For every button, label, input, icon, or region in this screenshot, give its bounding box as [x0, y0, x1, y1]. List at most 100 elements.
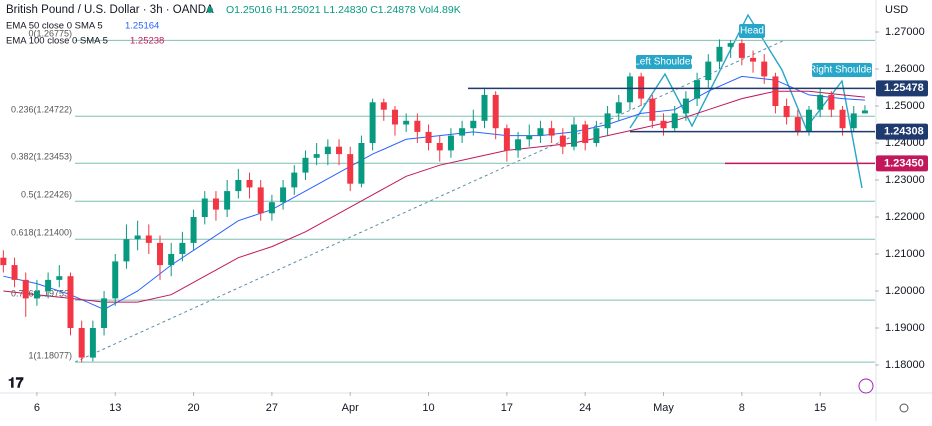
candle-body — [0, 257, 7, 266]
candle-body — [414, 120, 421, 132]
ema-line — [3, 90, 865, 303]
candle-body — [235, 179, 242, 192]
logo: 𝟏𝟕 — [8, 375, 24, 391]
candle-body — [761, 61, 768, 77]
chart-title: British Pound / U.S. Dollar · 3h · OANDA — [6, 4, 214, 16]
plot: 1.27000 1.26000 1.25000 1.24000 1.23000 1.220… — [0, 26, 928, 414]
level-label: 1.24308 — [884, 126, 924, 138]
x-tick-label: 13 — [109, 402, 121, 414]
level-box — [876, 155, 928, 172]
settings-icon[interactable] — [899, 403, 909, 413]
candle-body — [839, 109, 846, 129]
candle-body — [638, 76, 645, 99]
candle-body — [716, 46, 723, 62]
candle-body — [78, 327, 85, 358]
candle-body — [157, 242, 164, 266]
candle-body — [582, 124, 589, 143]
candle-body — [380, 102, 387, 110]
candle-body — [291, 172, 298, 188]
status-dot — [207, 7, 213, 13]
x-tick-label: 8 — [739, 402, 745, 414]
candle-body — [179, 242, 186, 254]
candle-body — [33, 290, 40, 299]
candle-body — [425, 131, 432, 143]
annotation: Head Left Shoulder Right Shoulder — [634, 24, 876, 77]
x-tick-label: 6 — [34, 402, 40, 414]
candle-body — [772, 76, 779, 107]
level-label: 1.25478 — [884, 82, 924, 94]
y-tick-label: 1.25000 — [885, 100, 925, 112]
x-tick-label: May — [653, 402, 674, 414]
candle-body — [850, 113, 857, 129]
x-tick-label: 17 — [501, 402, 513, 414]
candle-body — [593, 128, 600, 143]
candle-body — [436, 142, 443, 151]
candle-body — [559, 135, 566, 147]
x-tick-label: 24 — [579, 402, 591, 414]
candle-body — [168, 253, 175, 266]
y-tick-label: 1.22000 — [885, 211, 925, 223]
candle-body — [391, 109, 398, 125]
annotation-box — [636, 55, 692, 69]
y-tick-label: 1.18000 — [885, 359, 925, 371]
candle-body — [459, 128, 466, 136]
candle-body — [89, 327, 96, 358]
candle-body — [783, 106, 790, 118]
annotation-box — [739, 24, 765, 38]
indicator-name: EMA 50 close 0 SMA 5 — [6, 21, 103, 32]
candle-body — [861, 110, 868, 114]
candle-body — [302, 157, 309, 173]
candle-body — [794, 117, 801, 132]
fib-label: 0.618(1.21400) — [11, 228, 72, 238]
candle-body — [805, 109, 812, 132]
candle-body — [246, 179, 253, 188]
annotation-label: Head — [740, 26, 764, 37]
candle-body — [56, 276, 63, 280]
candle-body — [503, 128, 510, 151]
candle-body — [694, 80, 701, 99]
annotation-label: Left Shoulder — [634, 57, 694, 68]
indicator-value: 1.25238 — [130, 36, 164, 47]
candle-body — [369, 102, 376, 143]
candle-body — [515, 139, 522, 151]
candle-body — [224, 191, 231, 210]
candle-body — [738, 43, 745, 58]
currency-label[interactable]: USD — [885, 4, 908, 16]
x-tick-label: 10 — [422, 402, 434, 414]
y-tick-label: 1.19000 — [885, 322, 925, 334]
fib-label: 0.382(1.23453) — [11, 152, 72, 162]
annotation-label: Right Shoulder — [809, 65, 876, 76]
candle-body — [313, 154, 320, 158]
candle-body — [347, 154, 354, 184]
candle-body — [750, 57, 757, 62]
fib-label: 0.236(1.24722) — [11, 105, 72, 115]
fib-label: 0.5(1.22426) — [21, 190, 72, 200]
candle-body — [526, 135, 533, 140]
y-tick-label: 1.20000 — [885, 285, 925, 297]
candle-body — [101, 298, 108, 328]
candle-body — [682, 98, 689, 114]
fib-label: 0(1.26775) — [28, 29, 72, 39]
candle-body — [537, 128, 544, 136]
indicator-name: EMA 100 close 0 SMA 5 — [6, 36, 108, 47]
candle-body — [22, 279, 29, 299]
fib-label: 0.786(1.19753) — [11, 289, 72, 299]
candle-body — [201, 198, 208, 217]
y-tick-label: 1.24000 — [885, 137, 925, 149]
level-box — [876, 123, 928, 140]
level-label: 1.23450 — [884, 157, 924, 169]
candle-body — [257, 187, 264, 214]
candle-body — [123, 239, 130, 262]
y-tick-label: 1.21000 — [885, 248, 925, 260]
candle-body — [112, 261, 119, 299]
candle-body — [403, 120, 410, 125]
y-tick-label: 1.27000 — [885, 26, 925, 38]
fib-label: 1(1.18077) — [28, 351, 72, 361]
candle-body — [649, 98, 656, 121]
alert-icon[interactable] — [858, 378, 874, 394]
candle-body — [45, 279, 52, 291]
candle-body — [626, 76, 633, 103]
